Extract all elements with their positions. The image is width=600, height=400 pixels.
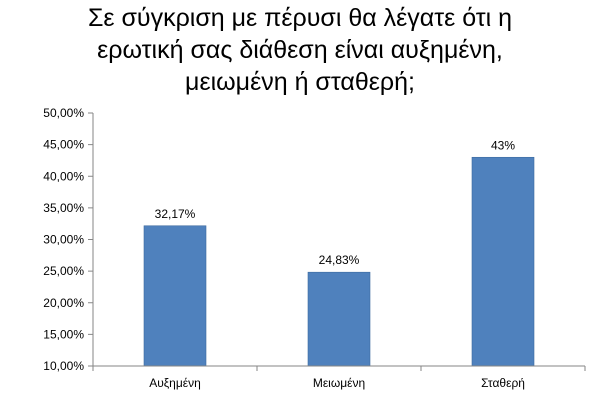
bar: [143, 225, 207, 367]
y-tick-label: 45,00%: [43, 138, 84, 152]
y-tick-label: 25,00%: [43, 264, 84, 278]
bar: [471, 156, 535, 367]
data-label: 32,17%: [155, 207, 196, 221]
y-tick-label: 30,00%: [43, 233, 84, 247]
bar: [307, 271, 371, 367]
x-tick-label: Μειωμένη: [313, 376, 365, 390]
chart-title-line-3: μειωμένη ή σταθερή;: [185, 68, 415, 96]
chart-title-line-2: ερωτική σας διάθεση είναι αυξημένη,: [97, 36, 503, 64]
x-tick-label: Αυξημένη: [149, 376, 201, 390]
chart-title-line-1: Σε σύγκριση με πέρυσι θα λέγατε ότι η: [87, 4, 513, 32]
data-label: 24,83%: [319, 253, 360, 267]
y-tick-label: 10,00%: [43, 359, 84, 373]
data-label: 43%: [491, 138, 515, 152]
x-axis: Αυξημένη Μειωμένη Σταθερή: [92, 365, 586, 390]
y-axis: 10,00% 15,00% 20,00% 25,00% 30,00% 35,00% 40,0…: [43, 106, 94, 373]
chart-title: Σε σύγκριση με πέρυσι θα λέγατε ότι η ερ…: [0, 2, 600, 98]
y-tick-label: 50,00%: [43, 106, 84, 120]
bars: 32,17% 24,83% 43%: [143, 138, 535, 367]
x-tick-label: Σταθερή: [481, 376, 525, 390]
y-tick-label: 20,00%: [43, 296, 84, 310]
y-tick-label: 40,00%: [43, 169, 84, 183]
y-tick-label: 35,00%: [43, 201, 84, 215]
y-tick-label: 15,00%: [43, 327, 84, 341]
